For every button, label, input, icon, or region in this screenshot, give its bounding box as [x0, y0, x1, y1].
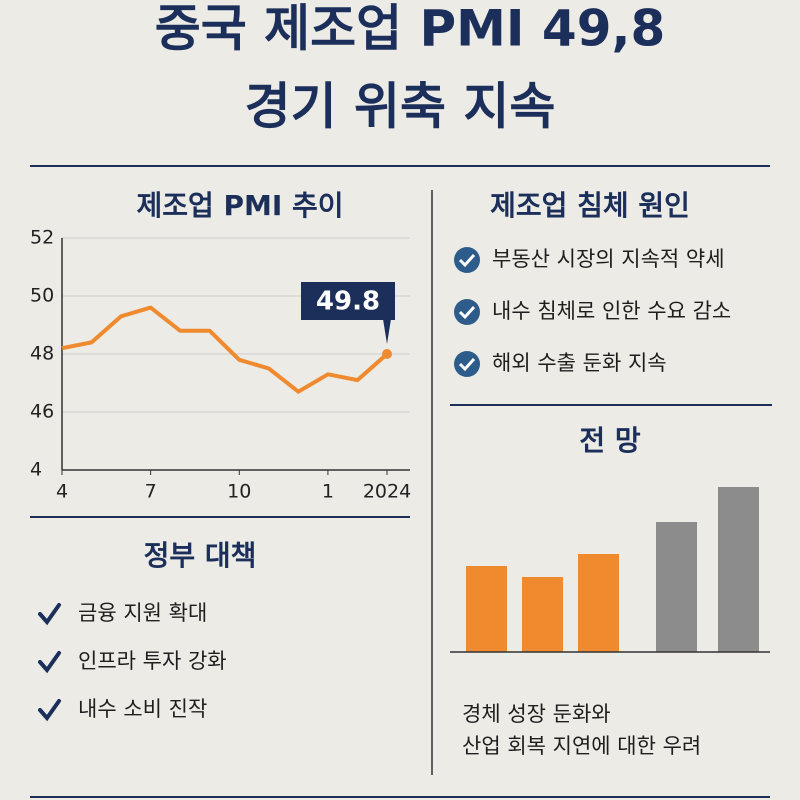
section-heading: 전 망 [579, 424, 641, 457]
x-tick-label: 4 [56, 481, 68, 503]
cause-item: 부동산 시장의 지속적 약세 [492, 247, 725, 271]
check-icon [458, 253, 476, 268]
check-icon [458, 357, 476, 372]
check-icon [38, 651, 61, 674]
check-icon [38, 699, 61, 722]
y-tick-label: 48 [30, 343, 54, 365]
section-heading: 정부 대책 [144, 539, 257, 572]
callout-pointer [383, 319, 391, 344]
callout-box [301, 282, 395, 320]
check-icon [454, 247, 480, 273]
check-icon [454, 299, 480, 325]
x-tick-label: 10 [227, 481, 251, 503]
callout-label: 49.8 [316, 287, 380, 317]
x-tick-label: 7 [145, 481, 157, 503]
cause-item: 해외 수출 둔화 지속 [492, 351, 667, 375]
bar [522, 577, 563, 652]
cause-item: 내수 침체로 인한 수요 감소 [492, 299, 731, 323]
section-heading: 제조업 PMI 추이 [136, 189, 343, 222]
check-icon [454, 351, 480, 377]
bar [718, 487, 759, 652]
title-line: 중국 제조업 PMI 49,8 [155, 0, 666, 58]
section-heading: 제조업 침체 원인 [490, 189, 690, 222]
x-tick-label: 2024 [363, 481, 411, 503]
y-tick-label: 50 [30, 285, 54, 307]
bar [656, 522, 697, 652]
point [382, 349, 392, 359]
y-tick-label: 46 [30, 401, 54, 423]
x-tick-label: 1 [322, 481, 334, 503]
outlook-text: 산업 회복 지연에 대한 우려 [462, 734, 701, 758]
y-tick-label: 4 [30, 459, 42, 481]
outlook-text: 경체 성장 둔화와 [462, 702, 611, 726]
policy-item: 인프라 투자 강화 [78, 649, 227, 673]
title-line: 경기 위축 지속 [245, 78, 556, 136]
check-icon [38, 603, 61, 626]
check-icon [458, 305, 476, 320]
policy-item: 내수 소비 진작 [78, 697, 207, 721]
policy-item: 금융 지원 확대 [78, 601, 207, 625]
bar [578, 554, 619, 652]
bar [466, 566, 507, 652]
y-tick-label: 52 [30, 227, 54, 249]
pmi-line [61, 305, 389, 394]
